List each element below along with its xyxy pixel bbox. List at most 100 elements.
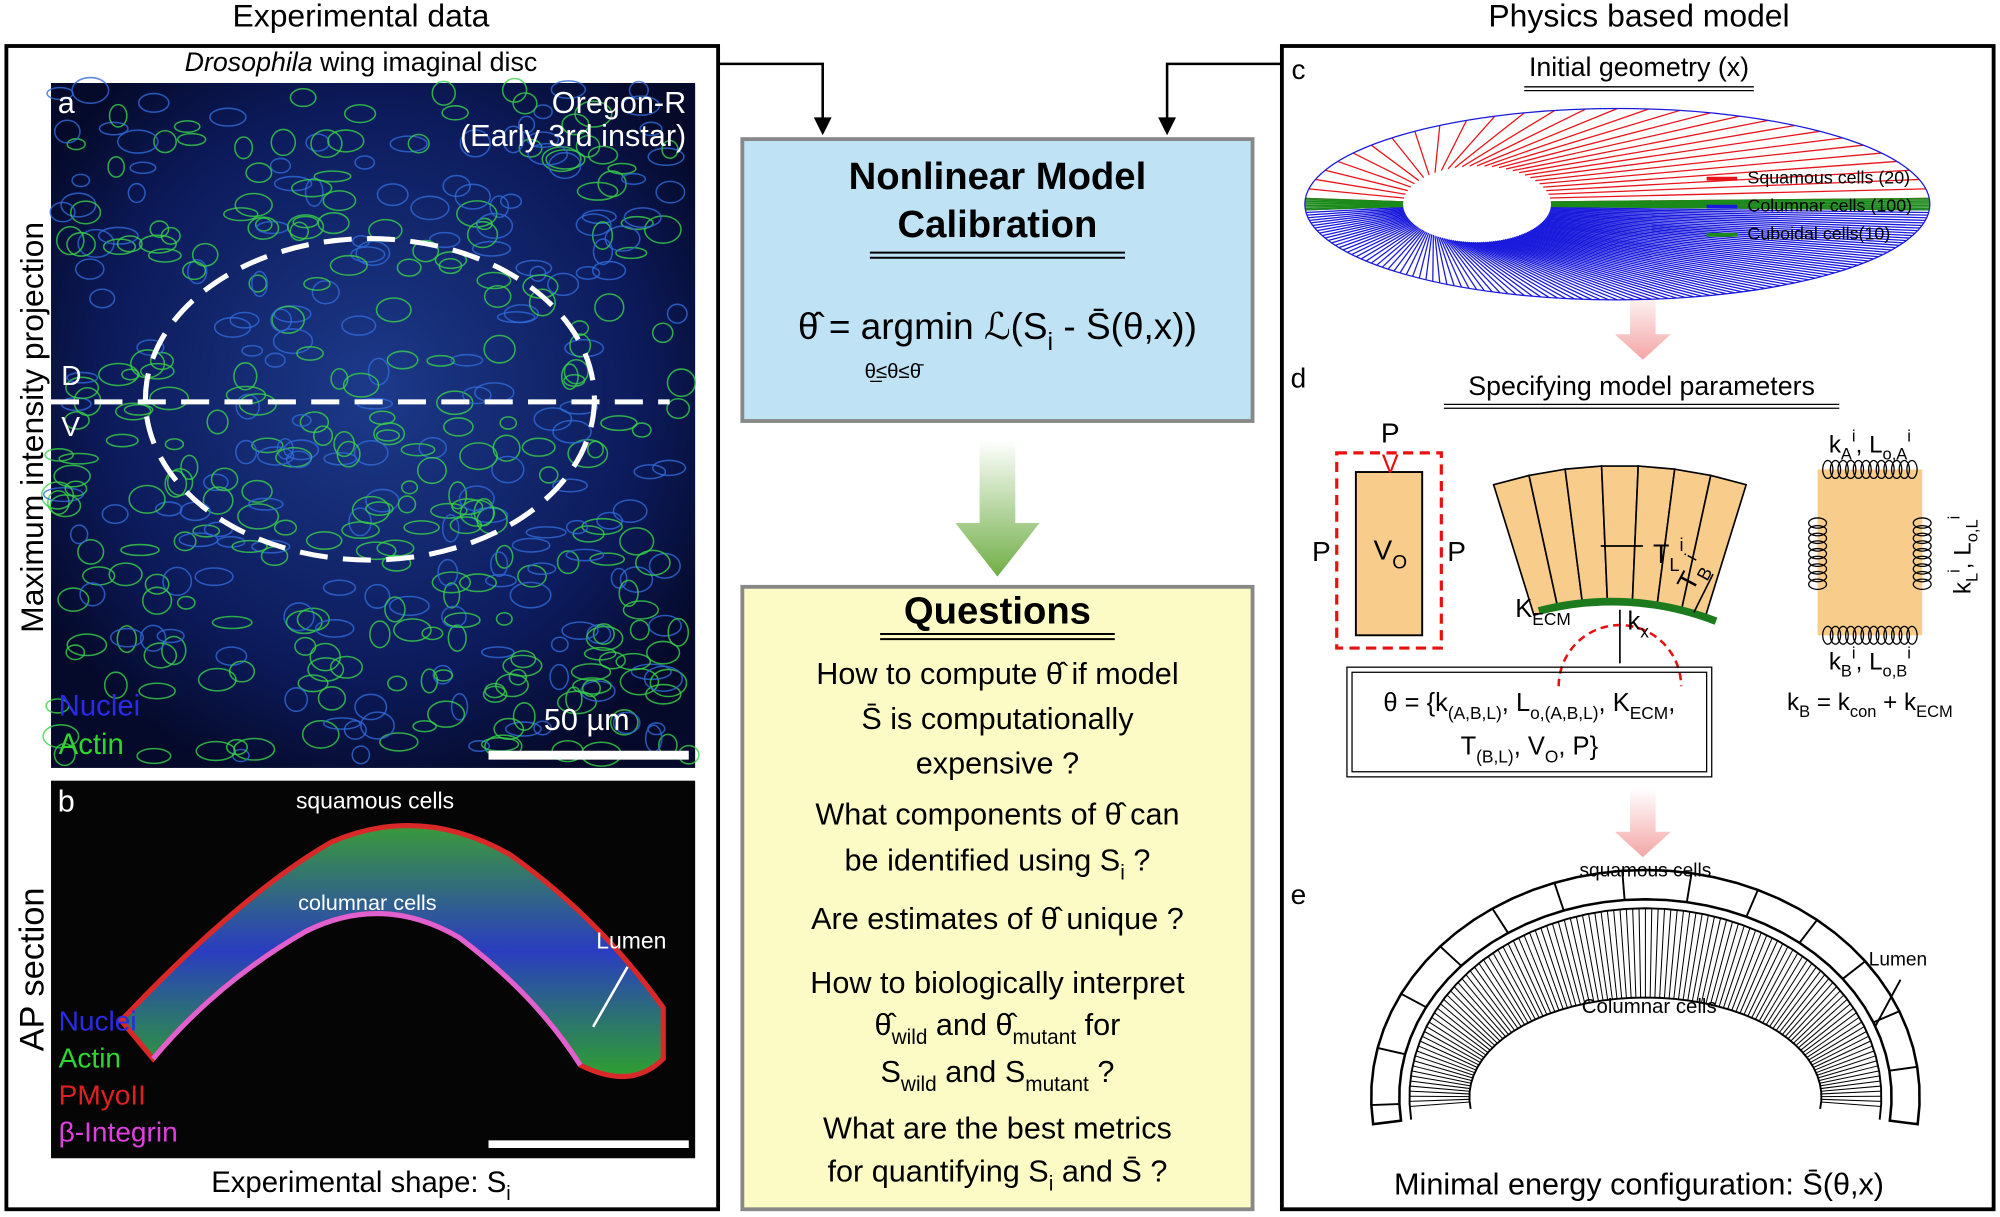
label: V [1382, 450, 1399, 478]
text-part: and θ̂ [927, 1008, 1017, 1042]
columnar-edge [1546, 925, 1573, 1007]
cell-outline [53, 464, 91, 488]
cell-outline [491, 455, 525, 484]
cell-edge [1550, 205, 1930, 210]
coil [1890, 459, 1903, 480]
cell-outline [314, 619, 355, 638]
cell-outline [296, 345, 324, 361]
text-part: ? [1125, 843, 1151, 877]
cell-outline [476, 212, 514, 240]
cell-edge [1337, 160, 1412, 188]
cell-outline [388, 595, 430, 617]
cell-edge [1387, 229, 1424, 270]
cell-outline [386, 350, 419, 370]
cell-outline [592, 238, 614, 266]
control-volume [1335, 451, 1443, 650]
label: P [1447, 536, 1466, 567]
cell-edge [1494, 240, 1694, 298]
cell-outline [628, 80, 649, 100]
theta-box-outer [1346, 666, 1713, 778]
cell-outline [342, 372, 380, 398]
cell-outline [77, 538, 105, 565]
label: S̄ is computationally [861, 702, 1134, 736]
cell-outline [397, 495, 417, 514]
columnar-edge [1778, 974, 1826, 1033]
columnar-edge [1682, 912, 1697, 1000]
cell-edge [1544, 219, 1904, 244]
cell-outline [527, 562, 557, 576]
label: expensive ? [916, 746, 1079, 780]
cell-outline [431, 80, 456, 106]
cell-outline [247, 216, 280, 240]
columnar-edge [1632, 908, 1637, 998]
text-part: i [1946, 516, 1964, 520]
cell-outline [116, 129, 159, 154]
columnar-edge [1758, 952, 1799, 1022]
cell-edge [1458, 240, 1542, 298]
coil [1906, 625, 1918, 645]
cell-edge [1550, 200, 1930, 204]
cell-outline [661, 139, 679, 160]
cell-edge [1488, 241, 1669, 300]
text-part: o,A [1883, 446, 1908, 464]
columnar-edge [1705, 919, 1728, 1004]
cell-outline [666, 398, 691, 420]
cell-edge [1538, 224, 1879, 258]
cell-edge [1314, 213, 1406, 229]
cell-outline [210, 467, 239, 492]
columnar-edge [1798, 1003, 1851, 1049]
cell-outline [269, 157, 292, 174]
cell-outline [468, 740, 491, 752]
cell-outline [512, 702, 536, 731]
label: D [61, 360, 81, 391]
columnar-edge [1413, 1060, 1473, 1079]
cell-edge [1405, 232, 1428, 275]
coil [1837, 625, 1849, 645]
cell-outline [44, 448, 74, 462]
cell-outline [441, 105, 469, 121]
columnar-edge [1808, 1026, 1865, 1061]
text-part: mutant [1013, 1026, 1077, 1049]
cell-outline [234, 192, 273, 218]
cell-outline [379, 732, 419, 752]
text-part: (B,L) [1476, 746, 1514, 766]
label: PMyoII [59, 1079, 146, 1110]
coil [1808, 532, 1828, 545]
columnar-edge [1492, 952, 1533, 1022]
columnar-edge [1663, 909, 1672, 999]
label: Oregon-R [552, 86, 686, 120]
columnar-edge [1802, 1012, 1857, 1053]
cell-outline [45, 698, 70, 714]
cell-outline [330, 368, 349, 390]
cell-outline [501, 77, 528, 103]
legend-entry: Cuboidal cells(10) [1747, 223, 1890, 243]
cell-edge [1425, 234, 1433, 280]
cell-outline [450, 692, 469, 721]
cell-outline [393, 618, 432, 642]
cell-edge [1365, 226, 1418, 262]
coil [1808, 563, 1828, 575]
label: c [1291, 54, 1305, 85]
text-part: θ = {k [1383, 689, 1448, 717]
cell-outline [234, 136, 254, 160]
cell-outline [147, 248, 182, 263]
cell-outline [651, 459, 687, 477]
cell-outline [231, 539, 268, 554]
cell-edge [1308, 188, 1405, 199]
cell-outline [203, 473, 229, 492]
cell-edge [1491, 109, 1681, 168]
cell-edge [1469, 108, 1587, 167]
text-part: ECM [1916, 704, 1953, 722]
cell-outline [448, 481, 468, 510]
cell-outline [458, 485, 495, 512]
cell-edge [1448, 239, 1501, 294]
cell-outline [303, 276, 331, 291]
columnar-edge [1416, 1050, 1475, 1074]
squamous-edge [1371, 1103, 1400, 1107]
cell-outline [426, 354, 455, 367]
columnar-edge [1820, 1075, 1880, 1087]
cell-edge [1545, 218, 1907, 242]
columnar-edge [1594, 912, 1609, 1000]
label: What are the best metrics [823, 1111, 1172, 1145]
cell-outline [251, 539, 291, 554]
